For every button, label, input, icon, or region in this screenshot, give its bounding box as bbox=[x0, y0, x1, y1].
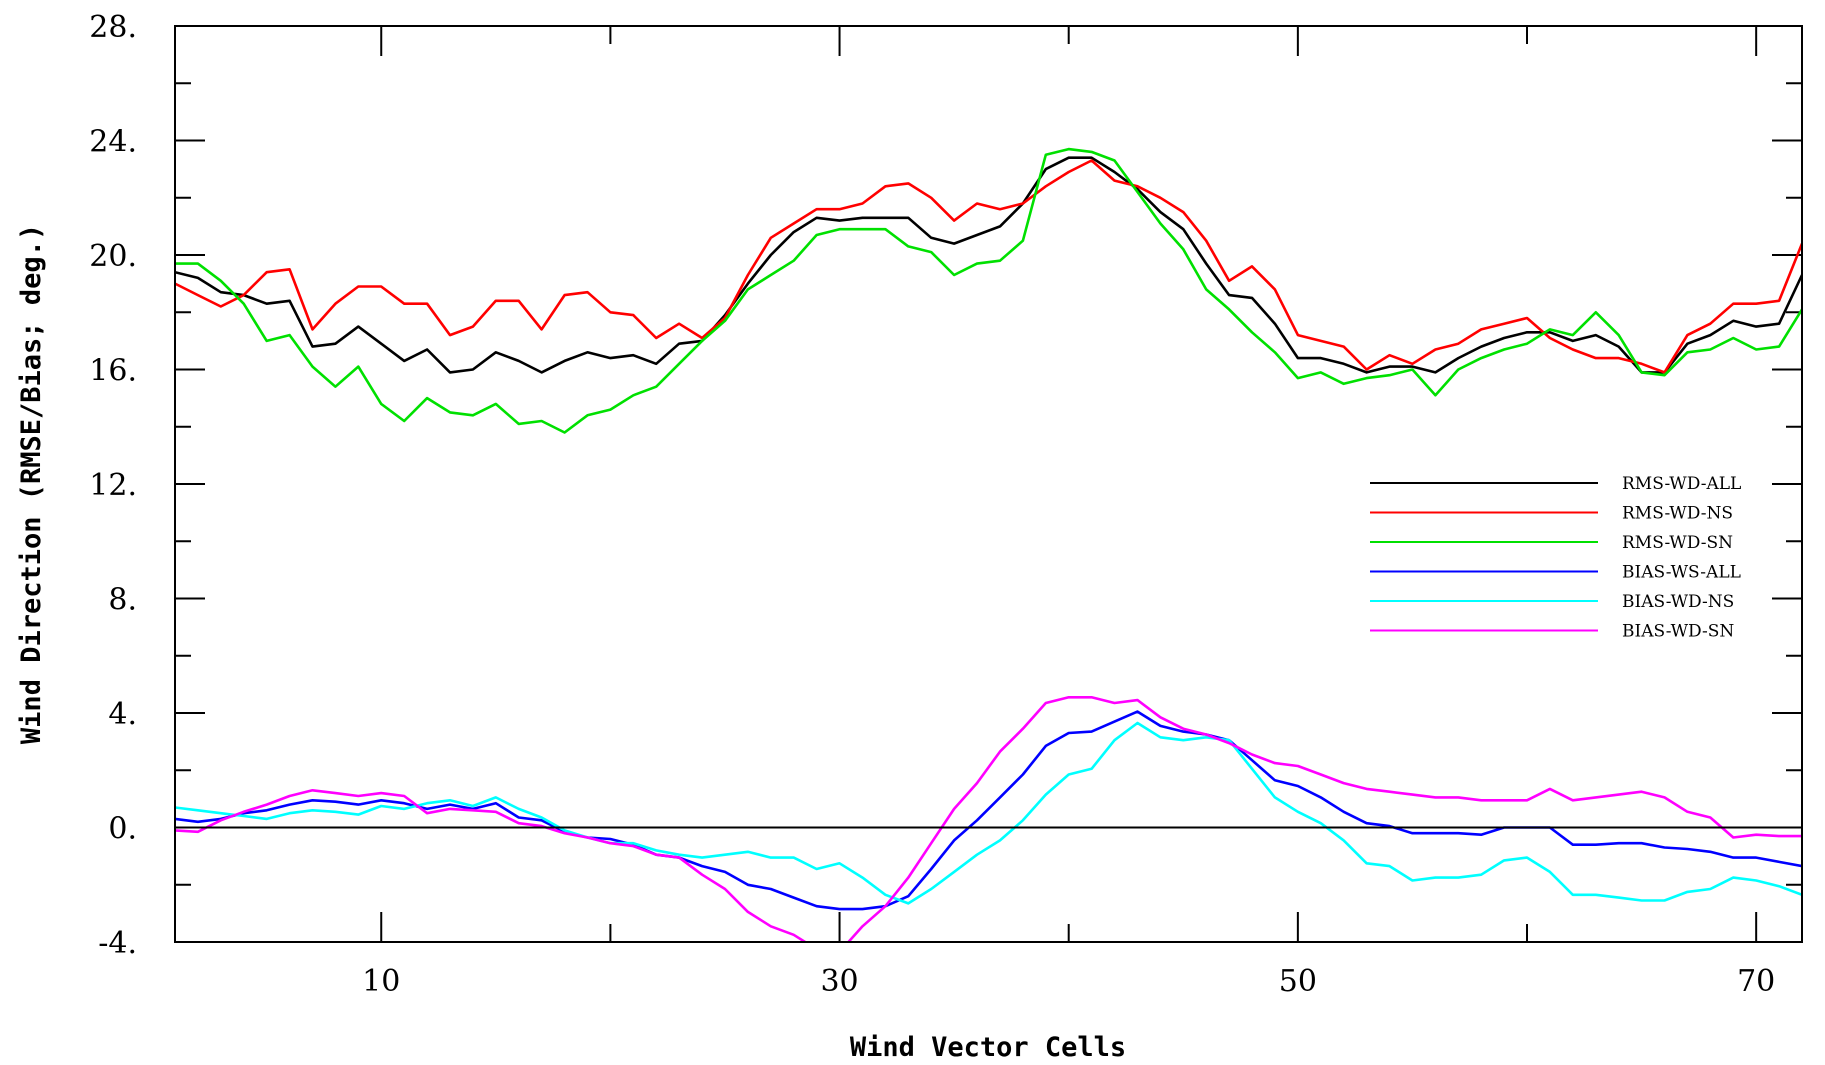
legend-label-rms-wd-sn: RMS-WD-SN bbox=[1622, 533, 1733, 553]
y-tick-label: 28. bbox=[89, 10, 137, 45]
x-axis-title: Wind Vector Cells bbox=[850, 1032, 1126, 1063]
y-tick-label: -4. bbox=[98, 926, 137, 961]
legend-label-bias-wd-ns: BIAS-WD-NS bbox=[1622, 592, 1734, 612]
legend: RMS-WD-ALL RMS-WD-NS RMS-WD-SN BIAS-WS-ALL B… bbox=[1370, 474, 1741, 642]
y-tick-label: 24. bbox=[89, 125, 137, 160]
x-tick-label: 50 bbox=[1279, 964, 1317, 999]
series-line-bias-wd-ns bbox=[175, 721, 1802, 905]
tick-labels: -4. 0. 4. 8. 12. 16. 20. 24. 28. 10 30 50 70 bbox=[89, 10, 1775, 999]
series-line-rms-wd-ns bbox=[175, 159, 1802, 374]
legend-label-rms-wd-all: RMS-WD-ALL bbox=[1622, 474, 1741, 494]
legend-label-rms-wd-ns: RMS-WD-NS bbox=[1622, 504, 1733, 524]
y-tick-label: 20. bbox=[89, 239, 137, 274]
plot-frame bbox=[174, 25, 1803, 943]
y-tick-label: 16. bbox=[89, 354, 137, 389]
x-tick-label: 10 bbox=[362, 964, 400, 999]
legend-label-bias-wd-sn: BIAS-WD-SN bbox=[1622, 622, 1734, 642]
legend-label-bias-ws-all: BIAS-WS-ALL bbox=[1622, 563, 1741, 583]
y-tick-label: 4. bbox=[108, 697, 137, 732]
series-line-bias-wd-sn bbox=[175, 695, 1802, 942]
series-line-rms-wd-sn bbox=[175, 147, 1802, 434]
y-axis-title: Wind Direction (RMSE/Bias; deg.) bbox=[16, 224, 47, 744]
y-tick-label: 8. bbox=[108, 583, 137, 618]
x-tick-label: 70 bbox=[1737, 964, 1775, 999]
x-tick-label: 30 bbox=[820, 964, 858, 999]
y-tick-label: 0. bbox=[108, 812, 137, 847]
y-tick-label: 12. bbox=[89, 468, 137, 503]
series-line-rms-wd-all bbox=[175, 156, 1802, 374]
series-lines bbox=[175, 147, 1802, 942]
